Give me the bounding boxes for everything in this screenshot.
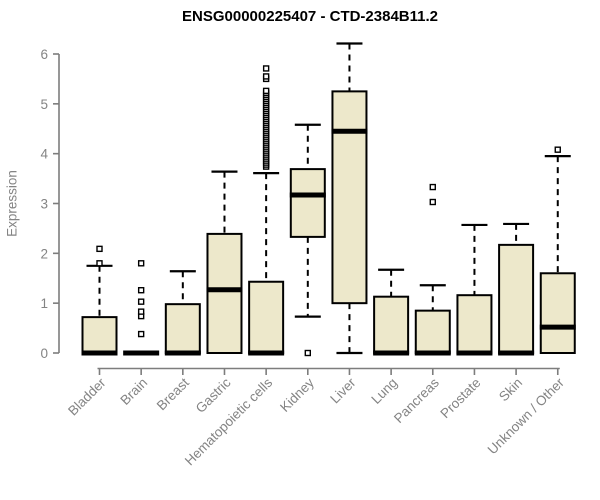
y-tick-label: 5 [40, 97, 48, 112]
iqr-box [539, 272, 576, 354]
outlier-point [262, 73, 270, 80]
x-tick-label-kidney: Kidney [277, 375, 317, 415]
iqr-box [414, 309, 451, 354]
x-tick-label-liver: Liver [327, 375, 359, 407]
box-kidney [289, 123, 326, 357]
iqr-box [373, 295, 410, 354]
iqr-box [81, 316, 118, 354]
outlier-point [137, 308, 145, 315]
x-tick-label-skin: Skin [496, 375, 525, 404]
chart-title: ENSG00000225407 - CTD-2384B11.2 [182, 8, 438, 25]
box-unknown-other [539, 146, 576, 354]
box-breast [164, 270, 201, 356]
outlier-point [429, 183, 436, 191]
outlier-point [137, 260, 145, 267]
box-hematopoietic-cells [248, 65, 285, 356]
outlier-point [137, 298, 145, 305]
y-tick-label: 2 [40, 246, 48, 261]
outlier-point [96, 260, 103, 267]
box-brain [123, 260, 160, 356]
y-tick-label: 0 [40, 346, 48, 361]
box-prostate [456, 223, 493, 356]
y-tick-label: 6 [40, 47, 48, 62]
outlier-point [137, 287, 145, 294]
x-tick-label-pancreas: Pancreas [391, 375, 442, 426]
y-tick-label: 4 [40, 147, 48, 162]
box-liver [331, 42, 368, 355]
box-bladder [81, 245, 118, 356]
iqr-box [498, 243, 535, 354]
outlier-point [96, 245, 103, 253]
y-tick-label: 1 [40, 296, 48, 311]
x-tick-label-lung: Lung [368, 375, 400, 407]
x-tick-label-gastric: Gastric [193, 375, 234, 416]
outlier-point [262, 65, 270, 72]
x-tick-label-brain: Brain [117, 375, 150, 408]
box-lung [373, 268, 410, 356]
iqr-box [206, 232, 243, 354]
iqr-box [456, 294, 493, 354]
x-tick-label-breast: Breast [154, 375, 192, 413]
outlier-point [304, 349, 311, 357]
x-tick-label-bladder: Bladder [65, 375, 109, 419]
iqr-box [331, 90, 368, 305]
x-tick-label-unknown-other: Unknown / Other [485, 375, 568, 458]
y-tick-label: 3 [40, 197, 48, 212]
outlier-point [137, 330, 145, 338]
iqr-box [289, 168, 326, 238]
outlier-point [429, 198, 436, 206]
box-pancreas [414, 183, 451, 356]
outlier-point [554, 146, 561, 153]
iqr-box [164, 303, 201, 354]
x-tick-label-prostate: Prostate [437, 375, 483, 421]
box-gastric [206, 170, 243, 354]
box-skin [498, 222, 535, 356]
outlier-point [262, 87, 270, 95]
iqr-box [248, 280, 285, 355]
